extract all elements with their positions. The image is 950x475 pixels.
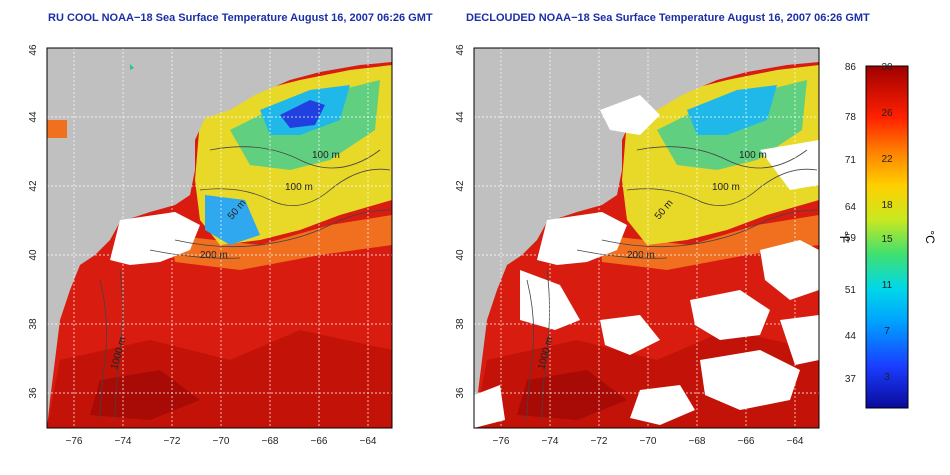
y-tick-label: 46 — [28, 44, 39, 56]
c-tick-label: 26 — [881, 108, 893, 119]
contour-label: 200 m — [627, 250, 655, 261]
y-tick-label: 42 — [455, 180, 466, 192]
x-tick-label: −66 — [738, 436, 755, 447]
y-tick-label: 42 — [28, 180, 39, 192]
x-tick-label: −72 — [591, 436, 608, 447]
celsius-label: °C — [923, 230, 937, 244]
right-bathymetry-contours — [526, 146, 818, 421]
f-tick-label: 78 — [845, 112, 857, 123]
left-bathymetry-contours — [99, 146, 391, 421]
y-tick-label: 36 — [28, 387, 39, 399]
cloud-mask — [474, 385, 505, 428]
contour-label: 100 m — [739, 150, 767, 161]
right-graticule — [474, 48, 819, 428]
left-graticule — [47, 48, 392, 428]
x-tick-label: −70 — [640, 436, 657, 447]
left-x-axis: −76 −74 −72 −70 −68 −66 −64 — [66, 436, 377, 447]
x-tick-label: −76 — [493, 436, 510, 447]
x-tick-label: −66 — [311, 436, 328, 447]
f-tick-label: 71 — [845, 155, 857, 166]
right-map-frame — [473, 47, 820, 429]
right-x-axis: −76 −74 −72 −70 −68 −66 −64 — [493, 436, 804, 447]
y-tick-label: 36 — [455, 387, 466, 399]
colorbar-gradient — [865, 65, 909, 409]
left-map-title: RU COOL NOAA−18 Sea Surface Temperature … — [48, 12, 433, 24]
y-tick-label: 40 — [28, 249, 39, 261]
x-tick-label: −76 — [66, 436, 83, 447]
c-tick-label: 18 — [881, 200, 893, 211]
left-y-axis: 36 38 40 42 44 46 — [28, 44, 39, 399]
noise-pixel — [130, 64, 134, 70]
left-land — [47, 48, 392, 428]
colorbar: 86 78 71 64 59 51 44 37 30 26 22 18 15 1… — [837, 62, 937, 409]
x-tick-label: −68 — [262, 436, 279, 447]
warm-patch-edge — [47, 120, 67, 138]
x-tick-label: −70 — [213, 436, 230, 447]
f-tick-label: 86 — [845, 62, 857, 73]
cloud-mask — [537, 212, 627, 265]
cloud-mask — [780, 315, 819, 365]
y-tick-label: 38 — [28, 318, 39, 330]
c-tick-label: 22 — [881, 154, 893, 165]
f-tick-label: 64 — [845, 202, 857, 213]
cloud-noise — [205, 195, 260, 245]
cloud-mask — [700, 350, 800, 410]
coldest-water — [280, 100, 325, 128]
f-tick-label: 51 — [845, 285, 857, 296]
warm-core — [517, 370, 627, 420]
right-map-title: DECLOUDED NOAA−18 Sea Surface Temperatur… — [466, 12, 870, 24]
y-tick-label: 46 — [455, 44, 466, 56]
cloud-mask — [760, 140, 819, 190]
f-tick-label: 59 — [845, 233, 857, 244]
x-tick-label: −74 — [115, 436, 132, 447]
f-tick-label: 37 — [845, 374, 857, 385]
x-tick-label: −64 — [787, 436, 804, 447]
y-tick-label: 38 — [455, 318, 466, 330]
right-land — [474, 48, 819, 428]
warm-core — [90, 370, 200, 420]
contour-label: 100 m — [312, 150, 340, 161]
shelf-front — [170, 215, 392, 270]
cloud-mask — [690, 290, 770, 340]
right-y-axis: 36 38 40 42 44 46 — [455, 44, 466, 399]
cold-water — [687, 85, 777, 135]
contour-label: 200 m — [200, 250, 228, 261]
cloud-mask — [630, 385, 695, 425]
x-tick-label: −64 — [360, 436, 377, 447]
colorbar-celsius-ticks: 30 26 22 18 15 11 7 3 — [881, 62, 893, 383]
y-tick-label: 44 — [28, 111, 39, 123]
left-map: 100 m 100 m 200 m 50 m 1000 m 36 38 40 4… — [28, 44, 393, 447]
left-map-frame — [46, 47, 393, 429]
shelf-front — [600, 215, 819, 270]
f-tick-label: 44 — [845, 331, 857, 342]
c-tick-label: 11 — [882, 280, 893, 291]
white-cloud-patch — [110, 212, 200, 265]
fahrenheit-label: °F — [837, 231, 851, 243]
right-map: 100 m 100 m 200 m 50 m 1000 m 36 38 40 4… — [455, 44, 820, 447]
c-tick-label: 15 — [881, 234, 893, 245]
contour-label: 100 m — [285, 182, 313, 193]
colorbar-fahrenheit-ticks: 86 78 71 64 59 51 44 37 — [845, 62, 857, 385]
cloud-mask — [600, 95, 660, 135]
x-tick-label: −68 — [689, 436, 706, 447]
y-tick-label: 40 — [455, 249, 466, 261]
y-tick-label: 44 — [455, 111, 466, 123]
x-tick-label: −74 — [542, 436, 559, 447]
c-tick-label: 3 — [884, 372, 890, 383]
cloud-mask — [600, 315, 660, 355]
c-tick-label: 30 — [881, 62, 893, 73]
c-tick-label: 7 — [884, 326, 890, 337]
contour-label: 100 m — [712, 182, 740, 193]
x-tick-label: −72 — [164, 436, 181, 447]
